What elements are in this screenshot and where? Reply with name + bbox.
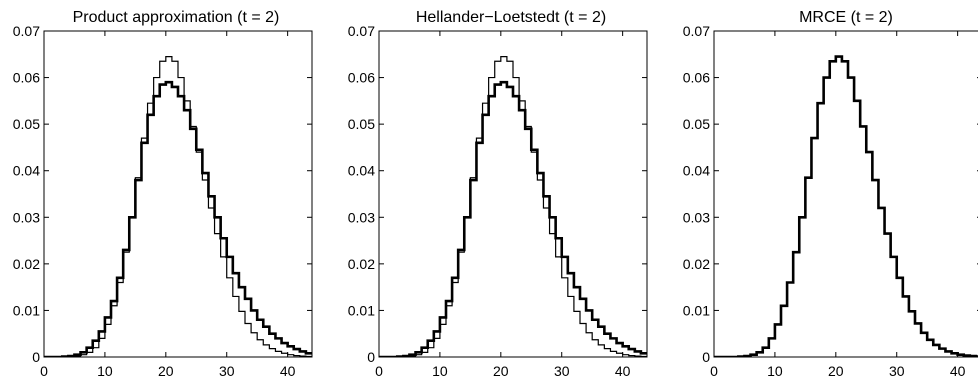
- x-tick-label: 10: [432, 363, 448, 379]
- axes-frame: [378, 30, 648, 358]
- x-tick-label: 20: [158, 363, 174, 379]
- y-tick-label: 0.06: [13, 70, 40, 86]
- x-tick-label: 30: [889, 363, 905, 379]
- y-tick-label: 0.02: [683, 256, 710, 272]
- chart-title: Product approximation (t = 2): [73, 9, 280, 26]
- series-line-thin: [379, 56, 647, 357]
- subplot-hellander-loetstedt: Hellander−Loetstedt (t = 2) 0 0.01 0.02 0.0…: [348, 9, 648, 379]
- axes-frame: [713, 30, 978, 358]
- series-line-thin: [44, 56, 312, 357]
- x-tick-label: 20: [493, 363, 509, 379]
- y-tick-label: 0.02: [348, 256, 375, 272]
- y-tick-label: 0.01: [683, 302, 710, 318]
- axes-frame: [43, 30, 313, 358]
- x-tick-label: 30: [219, 363, 235, 379]
- series-line-bold: [714, 55, 978, 357]
- y-tick-label: 0.03: [13, 209, 40, 225]
- y-tick-label: 0: [702, 349, 710, 365]
- x-tick-label: 40: [950, 363, 966, 379]
- plot-area: [379, 56, 647, 357]
- y-tick-label: 0.05: [13, 116, 40, 132]
- y-tick-label: 0.07: [348, 23, 375, 39]
- x-tick-label: 30: [554, 363, 570, 379]
- subplot-product-approximation: Product approximation (t = 2) 0 0.01 0.02 0…: [13, 9, 313, 379]
- plot-area: [44, 56, 312, 357]
- y-tick-label: 0.05: [348, 116, 375, 132]
- y-tick-label: 0.07: [683, 23, 710, 39]
- y-tick-label: 0.03: [348, 209, 375, 225]
- y-tick-label: 0.02: [13, 256, 40, 272]
- x-tick-label: 20: [828, 363, 844, 379]
- y-tick-label: 0: [367, 349, 375, 365]
- x-tick-label: 40: [280, 363, 296, 379]
- x-tick-label: 0: [710, 363, 718, 379]
- series-line-bold: [379, 80, 647, 357]
- y-tick-label: 0.01: [348, 302, 375, 318]
- y-tick-label: 0.04: [13, 163, 40, 179]
- x-tick-label: 10: [767, 363, 783, 379]
- y-tick-label: 0.04: [348, 163, 375, 179]
- chart-title: MRCE (t = 2): [799, 9, 893, 26]
- y-tick-label: 0.06: [683, 70, 710, 86]
- x-tick-label: 10: [97, 363, 113, 379]
- chart-title: Hellander−Loetstedt (t = 2): [416, 9, 606, 26]
- subplot-mrce: MRCE (t = 2) 0 0.01 0.02 0.03 0.04 0.05 0.06 0.…: [683, 9, 978, 379]
- y-tick-label: 0: [32, 349, 40, 365]
- y-tick-label: 0.01: [13, 302, 40, 318]
- y-tick-label: 0.05: [683, 116, 710, 132]
- series-line-bold: [44, 80, 312, 357]
- x-tick-label: 0: [375, 363, 383, 379]
- plot-area: [714, 55, 978, 357]
- y-tick-label: 0.06: [348, 70, 375, 86]
- x-tick-label: 0: [40, 363, 48, 379]
- x-tick-label: 40: [615, 363, 631, 379]
- y-tick-label: 0.07: [13, 23, 40, 39]
- y-tick-label: 0.03: [683, 209, 710, 225]
- y-tick-label: 0.04: [683, 163, 710, 179]
